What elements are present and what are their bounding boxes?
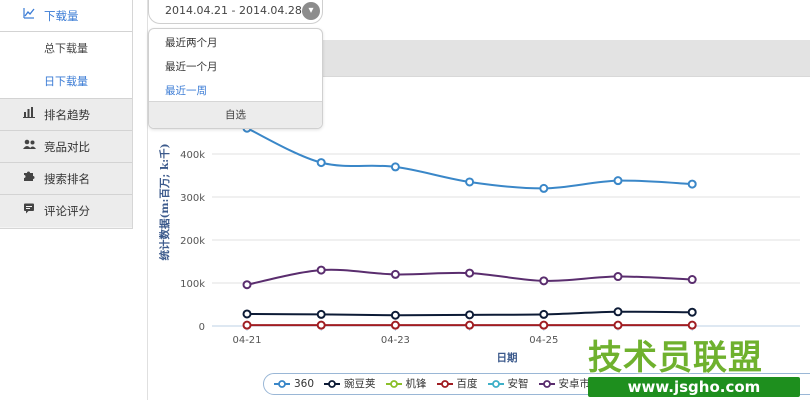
- data-point[interactable]: [687, 179, 697, 189]
- watermark-logo-text: 技术员联盟: [588, 338, 763, 378]
- line-chart-icon: [22, 0, 36, 32]
- data-point[interactable]: [316, 158, 326, 168]
- sidebar-subitem-total-downloads[interactable]: 总下载量: [0, 32, 132, 65]
- chart-grid: [212, 153, 800, 327]
- data-point[interactable]: [687, 320, 697, 330]
- legend-item[interactable]: 机锋: [385, 374, 427, 394]
- chart-points: [242, 123, 697, 330]
- legend-label: 安智: [507, 378, 529, 390]
- y-tick-label: 0: [199, 322, 205, 333]
- sidebar-item-label: 搜索排名: [44, 172, 90, 186]
- x-tick-label: 04-23: [381, 335, 410, 346]
- data-point[interactable]: [465, 320, 475, 330]
- data-point[interactable]: [390, 162, 400, 172]
- sidebar: 下载量 总下载量 日下载量 排名趋势 竞品对比 搜索排名 评论评分: [0, 0, 133, 229]
- data-point[interactable]: [465, 310, 475, 320]
- data-point[interactable]: [242, 280, 252, 290]
- legend-item[interactable]: 百度: [436, 374, 478, 394]
- sidebar-item-label: 排名趋势: [44, 108, 90, 122]
- y-tick-label: 100k: [180, 279, 205, 290]
- chevron-down-icon[interactable]: ▾: [302, 2, 320, 20]
- date-range-value: 2014.04.21 - 2014.04.28: [165, 4, 302, 17]
- data-point[interactable]: [390, 320, 400, 330]
- data-point[interactable]: [390, 269, 400, 279]
- data-point[interactable]: [242, 309, 252, 319]
- downloads-submenu: 总下载量 日下载量: [0, 32, 132, 99]
- dropdown-option-last-month[interactable]: 最近一个月: [165, 61, 218, 73]
- data-point[interactable]: [539, 320, 549, 330]
- legend-item[interactable]: 豌豆荚: [324, 374, 376, 394]
- puzzle-icon: [22, 163, 36, 195]
- dropdown-custom-button[interactable]: 自选: [149, 101, 322, 128]
- legend-label: 百度: [456, 378, 478, 390]
- sidebar-item-search-ranking[interactable]: 搜索排名: [0, 163, 132, 195]
- main-divider: [147, 0, 148, 400]
- sidebar-subitem-daily-downloads[interactable]: 日下载量: [0, 65, 132, 98]
- data-point[interactable]: [465, 268, 475, 278]
- data-point[interactable]: [539, 309, 549, 319]
- legend-item[interactable]: 360: [274, 374, 314, 394]
- legend-marker-icon: [324, 380, 341, 388]
- dropdown-option-last-two-months[interactable]: 最近两个月: [165, 37, 218, 49]
- data-point[interactable]: [390, 310, 400, 320]
- legend-label: 豌豆荚: [344, 378, 376, 390]
- legend-marker-icon: [274, 380, 290, 388]
- y-axis-title: 统计数据(m:百万; k:千): [158, 143, 171, 260]
- users-icon: [22, 131, 36, 163]
- data-point[interactable]: [539, 276, 549, 286]
- x-axis-title: 日期: [497, 351, 518, 364]
- sidebar-item-competitor-compare[interactable]: 竞品对比: [0, 131, 132, 163]
- watermark-url: www.jsgho.com: [588, 377, 800, 397]
- comment-icon: [22, 195, 36, 227]
- data-point[interactable]: [687, 307, 697, 317]
- legend-label: 机锋: [405, 378, 427, 390]
- data-point[interactable]: [242, 320, 252, 330]
- legend-marker-icon: [538, 380, 555, 388]
- sidebar-item-reviews[interactable]: 评论评分: [0, 195, 132, 227]
- legend-marker-icon: [436, 380, 453, 388]
- data-point[interactable]: [316, 265, 326, 275]
- y-axis-ticks: 0 100k 200k 300k 400k: [180, 150, 205, 333]
- date-range-dropdown: 最近两个月 最近一个月 最近一周 自选: [148, 28, 323, 129]
- chart-lines: [246, 127, 693, 327]
- legend-marker-icon: [385, 380, 402, 388]
- legend-marker-icon: [487, 380, 504, 388]
- legend-item[interactable]: 安智: [487, 374, 529, 394]
- x-tick-label: 04-21: [232, 335, 261, 346]
- y-tick-label: 400k: [180, 150, 205, 161]
- sidebar-item-downloads[interactable]: 下载量: [0, 0, 132, 32]
- data-point[interactable]: [316, 320, 326, 330]
- sidebar-item-label: 下载量: [44, 9, 79, 23]
- sidebar-item-label: 竞品对比: [44, 140, 90, 154]
- bar-chart-icon: [22, 99, 36, 131]
- data-point[interactable]: [687, 275, 697, 285]
- dropdown-option-last-week[interactable]: 最近一周: [165, 85, 207, 97]
- sidebar-item-ranking-trend[interactable]: 排名趋势: [0, 99, 132, 131]
- legend-label: 360: [294, 378, 315, 390]
- date-range-picker[interactable]: 2014.04.21 - 2014.04.28 ▾: [148, 0, 323, 24]
- data-point[interactable]: [613, 307, 623, 317]
- sidebar-item-label: 评论评分: [44, 204, 90, 218]
- y-tick-label: 200k: [180, 236, 205, 247]
- data-point[interactable]: [539, 183, 549, 193]
- x-tick-label: 04-25: [529, 335, 558, 346]
- data-point[interactable]: [613, 176, 623, 186]
- data-point[interactable]: [316, 309, 326, 319]
- data-point[interactable]: [613, 272, 623, 282]
- data-point[interactable]: [465, 177, 475, 187]
- data-point[interactable]: [613, 320, 623, 330]
- y-tick-label: 300k: [180, 193, 205, 204]
